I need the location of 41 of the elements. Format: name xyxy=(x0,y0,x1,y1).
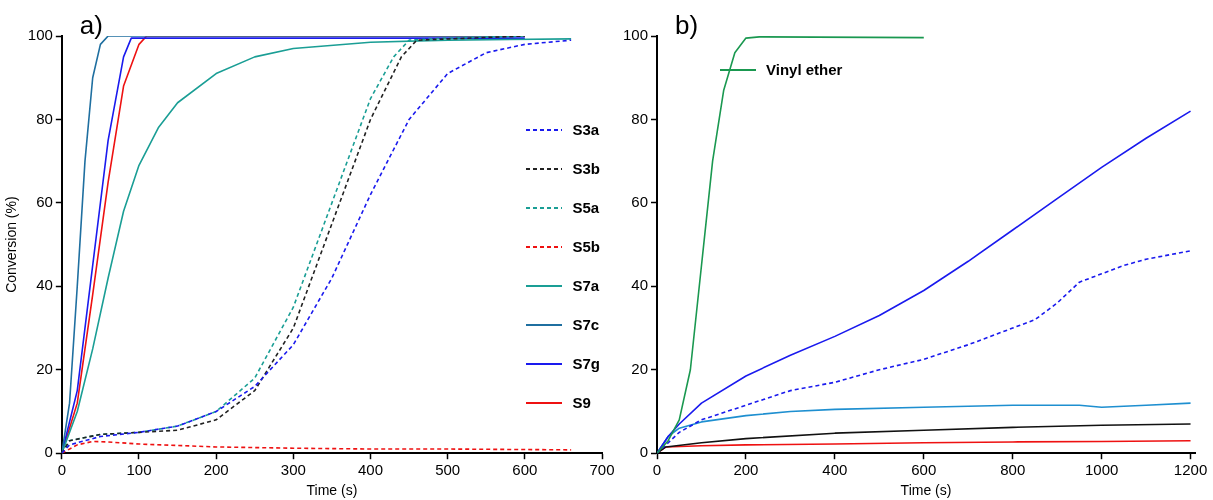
legend-label: S7c xyxy=(572,316,600,333)
legend-label: S9 xyxy=(572,394,591,411)
y-tick-label: 60 xyxy=(631,193,649,211)
legend-label: S3b xyxy=(572,160,600,177)
y-tick-label: 40 xyxy=(631,276,649,294)
x-tick-label: 1000 xyxy=(1084,461,1119,479)
chart-title: a) xyxy=(79,10,103,41)
y-tick-label: 40 xyxy=(36,276,53,294)
legend-label: S7a xyxy=(572,277,600,294)
x-tick-label: 600 xyxy=(911,461,937,479)
legend-label: S3a xyxy=(572,121,600,138)
x-tick-label: 0 xyxy=(652,461,662,479)
legend-label: Vinyl ether xyxy=(766,61,843,78)
y-tick-label: 80 xyxy=(36,109,53,127)
x-axis-title: Time (s) xyxy=(306,482,358,499)
x-tick-label: 400 xyxy=(357,461,384,479)
y-tick-label: 20 xyxy=(631,359,649,377)
y-tick-label: 0 xyxy=(44,443,53,461)
x-tick-label: 100 xyxy=(126,461,152,479)
x-tick-label: 0 xyxy=(57,461,66,479)
y-tick-label: 20 xyxy=(36,359,53,377)
x-tick-label: 800 xyxy=(1000,461,1026,479)
y-tick-label: 80 xyxy=(631,109,649,127)
y-tick-label: 100 xyxy=(27,26,53,44)
legend-label: S5a xyxy=(572,199,600,216)
legend-label: S5b xyxy=(572,238,600,255)
x-axis-title: Time (s) xyxy=(900,482,952,499)
y-tick-label: 60 xyxy=(36,193,53,211)
y-tick-label: 100 xyxy=(623,26,649,44)
chart-title: b) xyxy=(675,10,699,41)
x-tick-label: 200 xyxy=(203,461,229,479)
x-tick-label: 400 xyxy=(822,461,848,479)
x-tick-label: 1200 xyxy=(1173,461,1208,479)
x-tick-label: 600 xyxy=(512,461,538,479)
legend-label: S7g xyxy=(572,355,600,372)
y-tick-label: 0 xyxy=(639,443,649,461)
y-axis-title: Conversion (%) xyxy=(3,196,20,293)
x-tick-label: 500 xyxy=(435,461,461,479)
x-tick-label: 200 xyxy=(733,461,759,479)
x-tick-label: 300 xyxy=(280,461,306,479)
x-tick-label: 700 xyxy=(589,461,615,479)
